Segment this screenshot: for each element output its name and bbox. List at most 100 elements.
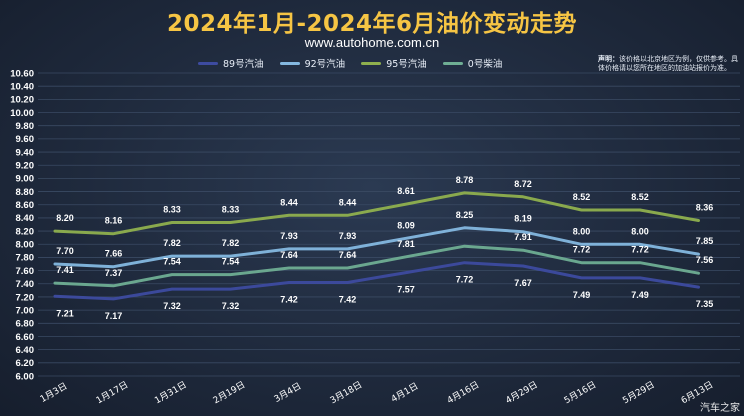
legend-item-89[interactable]: 89号汽油	[198, 56, 264, 70]
y-axis-ticks: 6.00 6.20 6.40 6.60 6.80 7.00 7.20 7.40 7.60 7.80…	[10, 68, 34, 382]
data-label: 7.54	[222, 257, 240, 267]
data-label: 7.32	[163, 301, 181, 311]
data-label: 7.32	[222, 301, 240, 311]
data-label: 7.67	[514, 278, 532, 288]
y-tick-label: 9.60	[16, 134, 35, 145]
legend-label-92: 92号汽油	[304, 59, 346, 70]
y-tick-label: 6.40	[16, 345, 35, 356]
series-line	[53, 226, 700, 269]
series-line	[53, 244, 700, 288]
y-tick-label: 9.80	[16, 121, 35, 132]
x-tick-label: 1月3日	[38, 381, 69, 405]
y-tick-label: 10.60	[10, 68, 34, 79]
y-tick-label: 10.40	[10, 81, 34, 92]
x-tick-label: 4月29日	[504, 379, 540, 406]
x-tick-label: 2月19日	[211, 379, 247, 406]
chart-subtitle: www.autohome.com.cn	[304, 35, 440, 50]
legend-item-0[interactable]: 0号柴油	[442, 56, 503, 70]
legend-item-92[interactable]: 92号汽油	[279, 56, 346, 70]
data-label: 8.52	[631, 192, 649, 202]
data-label: 7.82	[222, 238, 240, 248]
y-tick-label: 7.40	[16, 279, 35, 290]
data-label: 7.91	[514, 232, 532, 242]
data-label: 7.66	[105, 249, 123, 259]
legend-label-0: 0号柴油	[467, 59, 503, 70]
x-tick-label: 4月1日	[389, 381, 420, 405]
data-label: 7.54	[163, 257, 181, 267]
data-label: 8.09	[397, 220, 415, 230]
data-label: 7.93	[339, 231, 357, 241]
chart-legend: 89号汽油 92号汽油 95号汽油 0号柴油	[198, 56, 502, 70]
legend-swatch-89	[198, 61, 218, 65]
series-line	[53, 191, 700, 236]
legend-item-95[interactable]: 95号汽油	[361, 56, 427, 70]
y-tick-label: 9.00	[16, 174, 35, 185]
data-label: 8.44	[339, 197, 357, 207]
data-label: 8.52	[573, 192, 591, 202]
grid-lines	[38, 72, 740, 377]
legend-swatch-0	[442, 61, 463, 65]
data-label: 7.41	[56, 265, 74, 275]
data-label: 7.82	[163, 238, 181, 248]
data-label: 7.17	[105, 311, 123, 321]
data-label: 8.20	[56, 213, 74, 223]
x-tick-label: 4月16日	[445, 379, 481, 406]
data-label: 7.70	[56, 246, 74, 256]
y-tick-label: 7.00	[16, 305, 35, 316]
y-tick-label: 7.80	[16, 253, 35, 264]
data-label: 8.33	[222, 205, 240, 215]
data-label: 8.61	[397, 186, 415, 196]
y-tick-label: 8.60	[16, 200, 35, 211]
y-tick-label: 8.80	[16, 187, 35, 198]
data-label: 7.37	[105, 268, 123, 278]
data-label: 8.19	[514, 214, 532, 224]
data-label: 7.64	[339, 250, 357, 260]
disclaimer-note: 声明：该价格以北京地区为例，仅供参考。具体价格请以您所在地区的加油站报价为准。	[598, 55, 744, 73]
y-tick-label: 7.60	[16, 266, 35, 277]
chart-title: 2024年1月-2024年6月油价变动走势	[166, 11, 578, 37]
data-label: 8.72	[514, 179, 532, 189]
data-label: 7.35	[696, 299, 714, 309]
data-label: 7.72	[456, 275, 474, 285]
disclaimer-text: 该价格以北京地区为例，仅供参考。具体价格请以您所在地区的加油站报价为准。	[598, 55, 738, 72]
data-label: 8.16	[105, 216, 123, 226]
watermark-logo: 汽车之家	[700, 403, 740, 414]
y-tick-label: 8.20	[16, 226, 35, 237]
disclaimer-label: 声明：	[598, 55, 619, 63]
series-line	[53, 261, 700, 301]
series-lines	[53, 191, 700, 301]
data-label: 7.72	[573, 245, 591, 255]
y-tick-label: 9.20	[16, 161, 35, 172]
y-tick-label: 6.60	[16, 332, 35, 343]
data-label: 7.57	[397, 285, 415, 295]
data-label: 7.49	[573, 290, 591, 300]
data-label: 8.00	[631, 226, 649, 236]
data-label: 7.42	[280, 294, 298, 304]
data-label: 7.72	[631, 245, 649, 255]
x-tick-label: 1月17日	[94, 379, 130, 406]
x-tick-label: 3月4日	[272, 381, 303, 405]
x-axis-ticks: 1月3日 1月17日 1月31日 2月19日 3月4日 3月18日 4月1日 4月16日 4月2…	[38, 379, 715, 406]
y-tick-label: 6.00	[16, 371, 35, 382]
data-label: 7.81	[397, 239, 415, 249]
y-tick-label: 10.00	[10, 108, 34, 119]
data-label: 8.36	[696, 203, 714, 213]
y-tick-label: 6.80	[16, 319, 35, 330]
data-label: 7.21	[56, 308, 74, 318]
data-label: 8.33	[163, 205, 181, 215]
legend-label-95: 95号汽油	[386, 59, 427, 70]
data-label: 8.44	[280, 197, 298, 207]
data-label: 7.93	[280, 231, 298, 241]
data-label: 7.85	[696, 236, 714, 246]
y-tick-label: 8.40	[16, 213, 35, 224]
y-tick-label: 8.00	[16, 240, 35, 251]
data-label: 7.64	[280, 250, 298, 260]
data-label: 8.25	[456, 210, 474, 220]
x-tick-label: 3月18日	[328, 379, 364, 406]
x-tick-label: 5月29日	[621, 379, 657, 406]
data-labels: 7.21 7.17 7.32 7.32 7.42 7.42 7.57 7.72 7.67 7.49…	[56, 175, 713, 321]
x-tick-label: 1月31日	[153, 379, 189, 406]
data-label: 7.42	[339, 294, 357, 304]
y-tick-label: 6.20	[16, 358, 35, 369]
